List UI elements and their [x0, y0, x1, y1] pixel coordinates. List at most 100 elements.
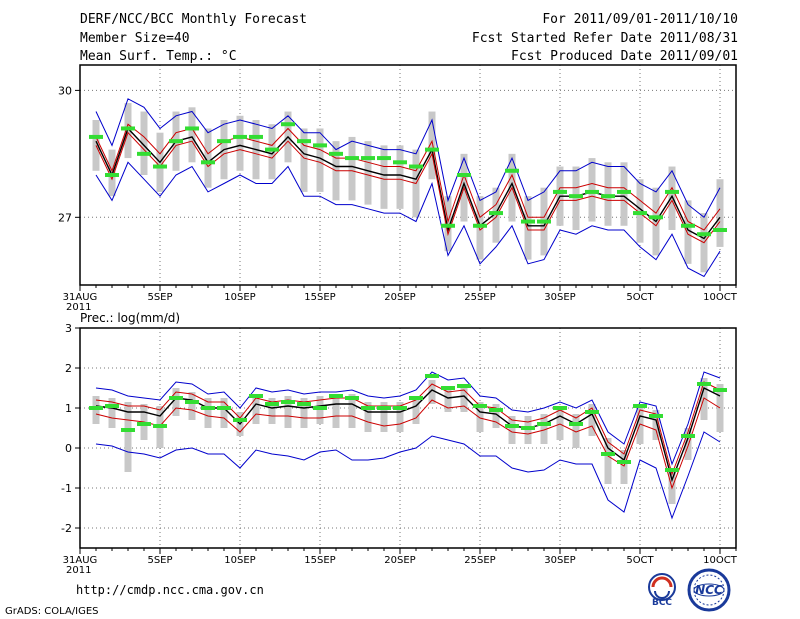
x-tick-label: 5OCT: [626, 555, 654, 566]
observed-mark: [473, 404, 487, 408]
observed-mark: [217, 139, 231, 144]
ensemble-range-bar: [588, 404, 596, 436]
ensemble-range-bar: [252, 394, 260, 424]
x-tick-label: 5SEP: [147, 292, 172, 303]
observed-mark: [489, 408, 503, 412]
observed-mark: [137, 422, 151, 426]
x-tick-label: 5OCT: [626, 292, 654, 303]
observed-mark: [633, 211, 647, 216]
observed-mark: [713, 228, 727, 232]
series-line-spread-upper: [95, 381, 721, 476]
chart-panel-2: Prec.: log(mm/d) -2 -1 0 1 2 3 31AUG 5SEP 10SEP 15…: [61, 311, 738, 576]
ensemble-range-bar: [236, 115, 244, 171]
ensemble-range-bar: [508, 416, 516, 444]
grads-credit: GrADS: COLA/IGES: [5, 606, 99, 617]
ensemble-range-bar: [188, 392, 196, 420]
ensemble-range-bar: [284, 396, 292, 428]
observed-mark: [585, 410, 599, 414]
observed-mark: [697, 232, 711, 237]
observed-mark: [281, 400, 295, 404]
x-tick-label: 10SEP: [224, 292, 255, 303]
observed-mark: [457, 173, 471, 177]
observed-mark: [345, 396, 359, 400]
observed-mark: [265, 147, 279, 152]
ensemble-range-bar: [140, 111, 148, 175]
y-tick-label: 27: [58, 211, 72, 224]
ensemble-range-bar: [300, 398, 308, 428]
observed-mark: [649, 414, 663, 418]
observed-mark: [153, 164, 167, 169]
x-year-label: 2011: [66, 302, 91, 313]
x-tick-label: 20SEP: [384, 292, 415, 303]
observed-mark: [553, 189, 567, 194]
plot-frame: [79, 327, 737, 549]
observed-mark: [441, 386, 455, 390]
x-tick-label: 25SEP: [464, 292, 495, 303]
x-year-label: 2011: [66, 565, 91, 576]
y-tick-label: 2: [65, 362, 72, 375]
observed-mark: [361, 156, 375, 161]
ensemble-range-bar: [380, 402, 388, 432]
ensemble-range-bar: [268, 398, 276, 424]
observed-mark: [681, 223, 695, 228]
observed-mark: [489, 211, 503, 216]
observed-mark: [169, 139, 183, 144]
source-url[interactable]: http://cmdp.ncc.cma.gov.cn: [76, 583, 264, 597]
observed-mark: [649, 215, 663, 220]
observed-mark: [393, 406, 407, 410]
ensemble-range-bar: [476, 196, 484, 260]
ensemble-range-bar: [572, 166, 580, 230]
ensemble-range-bar: [668, 166, 676, 230]
observed-mark: [153, 424, 167, 428]
ensemble-range-bar: [268, 124, 276, 180]
observed-mark: [265, 402, 279, 406]
ensemble-range-bar: [204, 128, 212, 188]
observed-mark: [409, 164, 423, 169]
observed-mark: [121, 428, 135, 432]
observed-mark: [233, 418, 247, 422]
observed-mark: [185, 400, 199, 404]
ensemble-range-bar: [396, 402, 404, 432]
observed-mark: [201, 406, 215, 410]
ensemble-range-bar: [684, 428, 692, 460]
observed-mark: [473, 223, 487, 228]
panel-title: Prec.: log(mm/d): [80, 311, 180, 325]
ensemble-range-bar: [620, 450, 628, 484]
observed-mark: [89, 406, 103, 410]
series-line-envelope-upper: [95, 371, 721, 466]
ensemble-range-bar: [460, 384, 468, 412]
bcc-logo: BCC: [642, 570, 682, 610]
x-tick-label: 31AUG: [63, 292, 98, 303]
ensemble-range-bar: [380, 145, 388, 209]
series-line-ensemble-mean: [95, 387, 721, 483]
ensemble-range-bar: [604, 162, 612, 226]
observed-mark: [121, 126, 135, 131]
observed-mark: [665, 468, 679, 472]
ensemble-range-bar: [204, 398, 212, 428]
observed-mark: [105, 404, 119, 408]
ncc-logo-icon: [687, 568, 731, 612]
ensemble-range-bar: [348, 394, 356, 428]
ensemble-range-bar: [124, 402, 132, 472]
forecast-produced-date: Fcst Produced Date 2011/09/01: [511, 49, 738, 64]
observed-mark: [249, 394, 263, 398]
ensemble-range-bar: [540, 414, 548, 444]
ensemble-range-bar: [108, 398, 116, 428]
observed-mark: [521, 426, 535, 430]
observed-mark: [713, 388, 727, 392]
ensemble-range-bar: [92, 120, 100, 171]
x-tick-label: 10OCT: [703, 292, 738, 303]
observed-mark: [361, 406, 375, 410]
variable-label: Mean Surf. Temp.: °C: [80, 49, 237, 64]
series-line-envelope-lower: [95, 161, 721, 278]
observed-mark: [585, 189, 599, 194]
y-tick-label: 1: [65, 402, 72, 415]
ensemble-range-bar: [524, 196, 532, 260]
ensemble-range-bar: [412, 396, 420, 424]
ensemble-range-bar: [604, 438, 612, 484]
ensemble-range-bar: [652, 410, 660, 440]
ensemble-range-bar: [636, 179, 644, 243]
ensemble-range-bar: [396, 145, 404, 209]
